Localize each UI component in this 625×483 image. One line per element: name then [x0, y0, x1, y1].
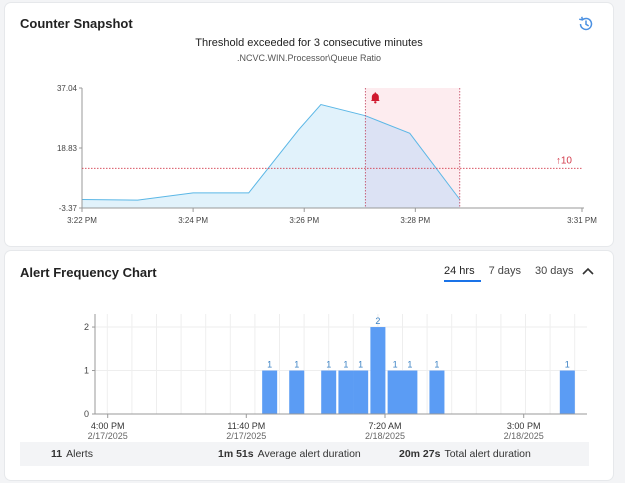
x-tick-time: 7:20 AM: [368, 421, 401, 431]
y-tick-label: -3.37: [59, 204, 78, 213]
bar-value-label: 1: [565, 360, 570, 370]
average-duration-stat: 1m 51s Average alert duration: [218, 448, 361, 460]
alert-frequency-card: Alert Frequency Chart 24 hrs 7 days 30 d…: [5, 251, 613, 480]
bell-icon: [370, 92, 380, 104]
total-duration-value: 20m 27s: [399, 448, 441, 460]
alert-bar: [559, 370, 575, 414]
total-duration-label: Total alert duration: [444, 448, 531, 460]
alert-stats-bar: 11 Alerts 1m 51s Average alert duration 20…: [20, 442, 589, 466]
x-tick-time: 3:00 PM: [507, 421, 541, 431]
bar-value-label: 1: [326, 360, 331, 370]
x-tick-date: 2/18/2025: [365, 431, 405, 441]
counter-snapshot-chart: 37.04 18.83 -3.37 3:22 PM 3:24 PM 3:26 PM 3:28…: [57, 84, 597, 225]
y-tick-label: 2: [84, 322, 89, 332]
alerts-count-stat: 11 Alerts: [51, 448, 93, 460]
alert-bar: [387, 370, 403, 414]
x-tick-label: 3:31 PM: [567, 216, 597, 225]
bar-value-label: 1: [343, 360, 348, 370]
range-tabs: 24 hrs 7 days 30 days: [444, 265, 588, 282]
tab-7-days[interactable]: 7 days: [488, 265, 521, 277]
bar-value-label: 1: [434, 360, 439, 370]
alert-bar: [338, 370, 354, 414]
history-icon[interactable]: [577, 15, 595, 33]
bar-value-label: 1: [407, 360, 412, 370]
alert-bar: [402, 370, 418, 414]
average-duration-label: Average alert duration: [257, 448, 361, 460]
alert-bar: [321, 370, 337, 414]
tab-30-days[interactable]: 30 days: [535, 265, 574, 277]
alert-frequency-title: Alert Frequency Chart: [20, 265, 157, 280]
alert-bar: [262, 370, 278, 414]
alert-bar: [289, 370, 305, 414]
alert-bar: [370, 327, 386, 414]
x-tick-date: 2/17/2025: [88, 431, 128, 441]
x-tick-label: 3:28 PM: [400, 216, 430, 225]
series-line: [81, 103, 461, 201]
y-tick-label: 0: [84, 409, 89, 419]
bell-top: [374, 92, 376, 94]
alert-bar: [353, 370, 369, 414]
x-tick-time: 4:00 PM: [91, 421, 125, 431]
bar-value-label: 1: [393, 360, 398, 370]
counter-path: .NCVC.WIN.Processor\Queue Ratio: [236, 53, 382, 63]
bell-clapper: [374, 101, 377, 104]
x-tick-label: 3:26 PM: [289, 216, 319, 225]
alert-bar: [429, 370, 445, 414]
alert-title: Threshold exceeded for 3 consecutive min…: [195, 37, 423, 49]
x-tick-label: 3:22 PM: [67, 216, 97, 225]
chevron-up-icon[interactable]: [581, 265, 595, 277]
alerts-count-value: 11: [51, 448, 63, 460]
tab-24-hrs[interactable]: 24 hrs: [444, 265, 481, 282]
total-duration-stat: 20m 27s Total alert duration: [399, 448, 531, 460]
y-tick-label: 1: [84, 366, 89, 376]
counter-snapshot-title: Counter Snapshot: [20, 16, 133, 31]
y-tick-label: 37.04: [57, 84, 78, 93]
bar-value-label: 1: [294, 360, 299, 370]
average-duration-value: 1m 51s: [218, 448, 254, 460]
x-tick-time: 11:40 PM: [227, 421, 265, 431]
counter-snapshot-card: Counter Snapshot Threshold exceeded for …: [5, 3, 613, 246]
alerts-count-label: Alerts: [66, 448, 93, 460]
x-tick-date: 2/18/2025: [504, 431, 544, 441]
threshold-label: ↑10: [556, 155, 573, 166]
bar-value-label: 1: [267, 360, 272, 370]
bell-body: [370, 93, 380, 101]
alert-overlap-area: [365, 115, 460, 208]
x-tick-label: 3:24 PM: [178, 216, 208, 225]
bar-value-label: 2: [375, 316, 380, 326]
x-tick-date: 2/17/2025: [226, 431, 266, 441]
y-tick-label: 18.83: [57, 144, 78, 153]
bar-value-label: 1: [358, 360, 363, 370]
